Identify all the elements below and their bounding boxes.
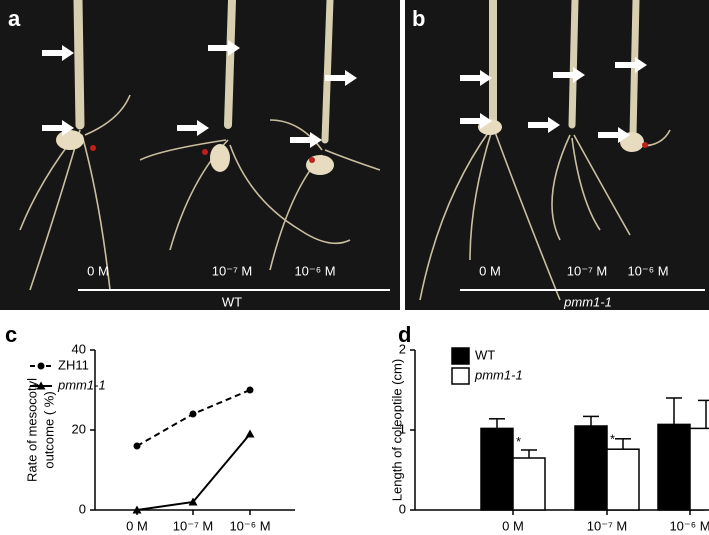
photo-label: 10⁻⁶ M — [627, 263, 668, 278]
y-axis-label: Length of coleoptile (cm) — [389, 359, 404, 501]
photo-label: 0 M — [479, 263, 501, 278]
bar — [689, 427, 709, 511]
legend-swatch — [451, 367, 470, 385]
legend-label: WT — [475, 347, 495, 362]
x-tick-label: 10⁻⁷ M — [173, 518, 213, 533]
legend-label: ZH11 — [58, 357, 89, 372]
y-axis-label: outcome ( %) — [41, 391, 56, 468]
bar — [512, 457, 546, 511]
marker — [189, 410, 197, 418]
photo-label: 10⁻⁶ M — [294, 263, 335, 278]
legend-label: pmm1-1 — [474, 367, 523, 382]
photo-label: 0 M — [87, 263, 109, 278]
y-tick-label: 0 — [79, 501, 86, 516]
y-tick-label: 20 — [72, 421, 86, 436]
photo-label: 10⁻⁷ M — [567, 263, 607, 278]
y-tick-label: 40 — [72, 341, 86, 356]
y-tick-label: 2 — [399, 341, 406, 356]
marker — [188, 497, 198, 506]
panel-letter: a — [8, 6, 21, 31]
marker — [133, 442, 141, 450]
bar — [657, 423, 691, 511]
y-axis-label: Rate of mesocotyl — [24, 378, 39, 482]
x-tick-label: 10⁻⁷ M — [587, 518, 627, 533]
marker — [245, 429, 255, 438]
photo-label: 10⁻⁷ M — [212, 263, 252, 278]
group-label: pmm1-1 — [563, 294, 612, 309]
x-tick-label: 10⁻⁶ M — [669, 518, 709, 533]
significance-mark: * — [516, 434, 521, 449]
panel-letter: c — [5, 322, 17, 347]
marker — [36, 381, 46, 390]
bar — [574, 425, 608, 511]
photo-b — [405, 0, 709, 310]
significance-mark: * — [610, 431, 615, 446]
panel-letter: d — [398, 322, 411, 347]
photo-a — [0, 0, 400, 310]
bar — [480, 427, 514, 511]
group-label: WT — [222, 294, 242, 309]
bar — [606, 448, 640, 511]
y-tick-label: 0 — [399, 501, 406, 516]
x-tick-label: 10⁻⁶ M — [229, 518, 270, 533]
x-tick-label: 0 M — [126, 518, 148, 533]
marker — [37, 362, 45, 370]
x-tick-label: 0 M — [502, 518, 524, 533]
legend-label: pmm1-1 — [57, 377, 106, 392]
marker — [246, 386, 254, 394]
panel-letter: b — [412, 6, 425, 31]
y-tick-label: 1 — [399, 421, 406, 436]
legend-swatch — [451, 347, 470, 365]
marker — [132, 505, 142, 514]
series-line — [136, 389, 251, 447]
